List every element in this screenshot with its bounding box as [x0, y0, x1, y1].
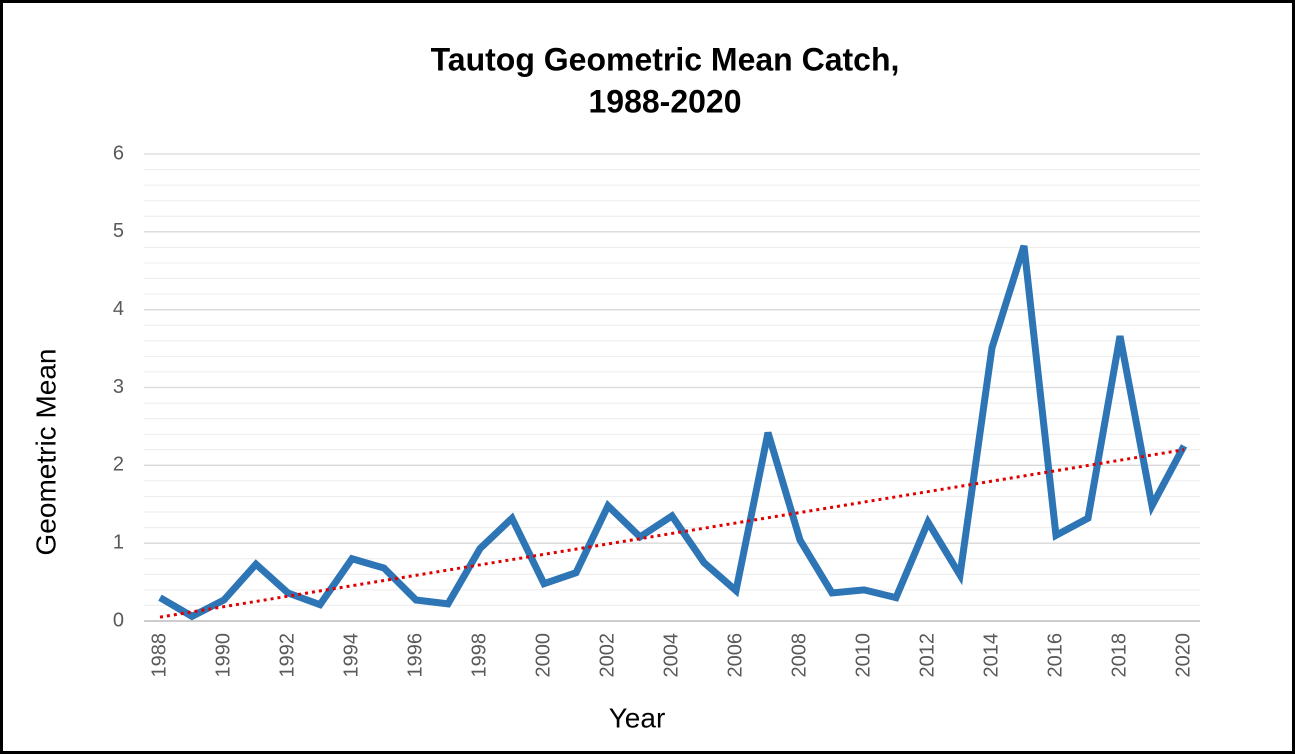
- x-tick-label: 2016: [1044, 633, 1066, 678]
- x-tick-label: 1996: [404, 633, 426, 678]
- x-tick-label: 2000: [532, 633, 554, 678]
- y-axis-label: Geometric Mean: [30, 349, 61, 556]
- x-tick-label: 2014: [980, 633, 1002, 678]
- x-tick-label: 1994: [340, 633, 362, 678]
- x-tick-label: 1988: [148, 633, 170, 678]
- x-axis-label: Year: [609, 702, 666, 733]
- x-tick-label: 2020: [1172, 633, 1194, 678]
- x-tick-label: 1998: [468, 633, 490, 678]
- x-tick-label: 2010: [852, 633, 874, 678]
- x-tick-label: 2012: [916, 633, 938, 678]
- x-tick-label: 1992: [276, 633, 298, 678]
- x-tick-label: 2002: [596, 633, 618, 678]
- x-tick-label: 1990: [212, 633, 234, 678]
- trendline: [159, 448, 1185, 619]
- y-tick-label: 4: [113, 298, 124, 320]
- y-tick-label: 1: [113, 531, 124, 553]
- x-tick-label: 2004: [660, 633, 682, 678]
- y-tick-label: 3: [113, 376, 124, 398]
- chart-title: Tautog Geometric Mean Catch,: [431, 41, 900, 77]
- y-tick-label: 2: [113, 454, 124, 476]
- x-tick-label: 2008: [788, 633, 810, 678]
- x-tick-label: 2018: [1108, 633, 1130, 678]
- y-tick-label: 0: [113, 609, 124, 631]
- x-tick-label: 2006: [724, 633, 746, 678]
- data-line: [158, 244, 1188, 621]
- y-tick-label: 5: [113, 220, 124, 242]
- y-tick-label: 6: [113, 142, 124, 164]
- chart-title: 1988-2020: [588, 83, 741, 119]
